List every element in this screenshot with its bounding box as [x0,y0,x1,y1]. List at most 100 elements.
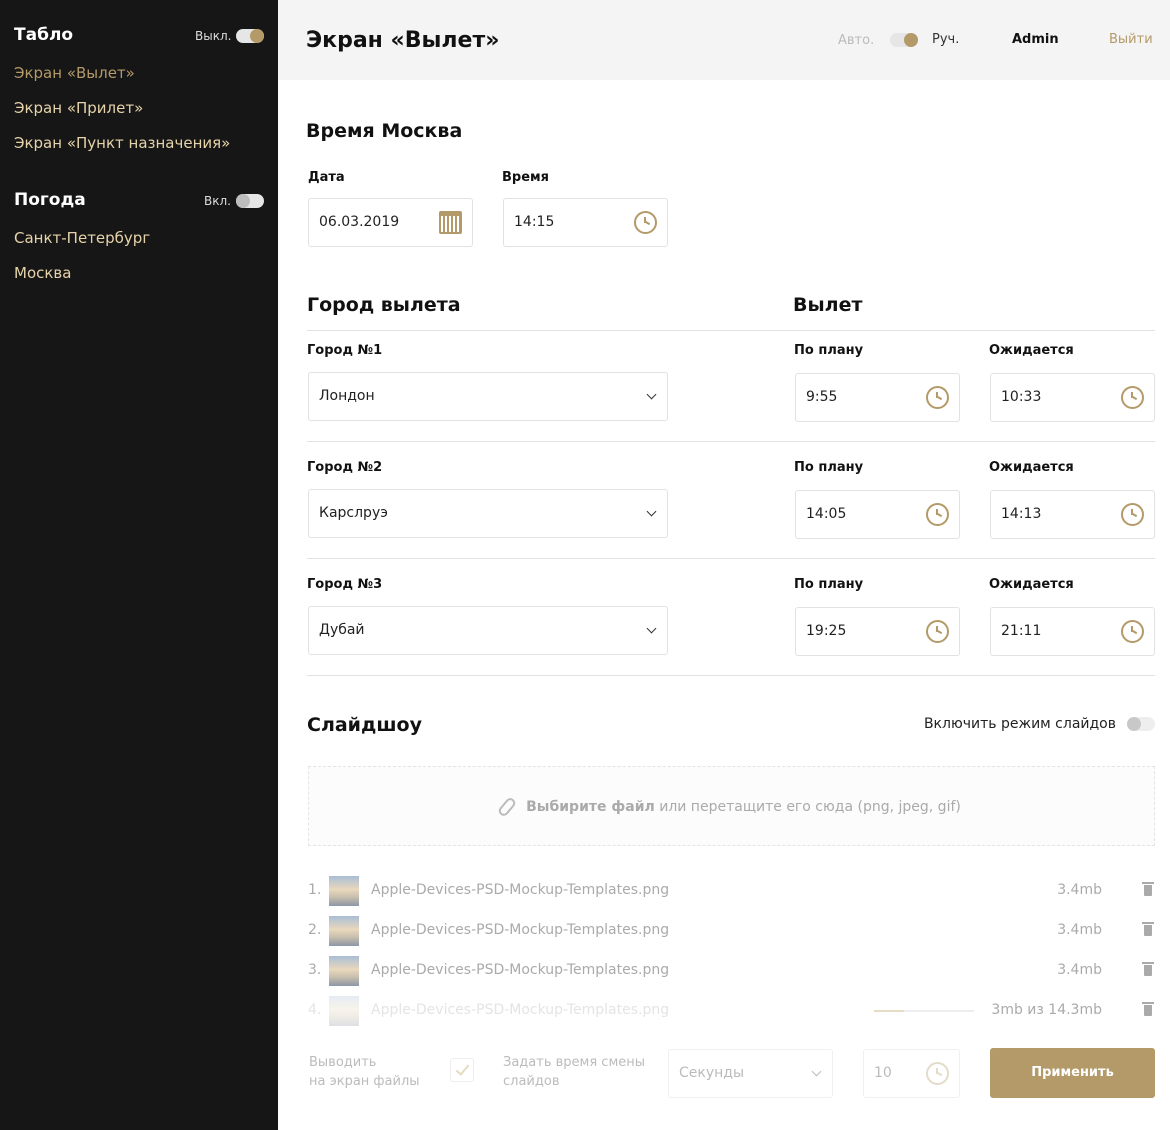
expected-time-value: 21:11 [1001,623,1042,639]
sidebar-item-moscow[interactable]: Москва [14,264,72,282]
upload-progress-bar [874,1010,974,1012]
time-value: 14:15 [514,214,555,230]
interval-label: Задать время смены слайдов [503,1053,645,1091]
choose-file-link[interactable]: Выбирите файл [526,799,655,815]
chevron-down-icon [811,1066,822,1077]
expected-label: Ожидается [989,343,1074,358]
unit-select-value: Секунды [679,1065,745,1081]
planned-time-input[interactable]: 14:05 [795,490,960,539]
trash-icon[interactable] [1142,1002,1154,1016]
paperclip-icon [496,796,518,818]
city-label: Город №1 [307,343,383,358]
city-value: Лондон [319,388,375,404]
file-name: Apple-Devices-PSD-Mockup-Templates.png [371,1002,670,1018]
clock-icon[interactable] [926,503,949,526]
clock-icon[interactable] [634,211,657,234]
file-thumbnail [329,956,359,986]
city-select[interactable]: Дубай [308,606,668,655]
tablo-toggle[interactable] [236,29,264,43]
slideshow-title: Слайдшоу [307,714,422,736]
show-files-checkbox[interactable] [450,1058,474,1082]
expected-time-input[interactable]: 21:11 [990,607,1155,656]
date-input[interactable]: 06.03.2019 [308,198,473,247]
unit-select[interactable]: Секунды [668,1049,833,1098]
city-label: Город №2 [307,460,383,475]
city-value: Карслруэ [319,505,388,521]
expected-time-input[interactable]: 10:33 [990,373,1155,422]
mode-auto-label: Авто. [838,33,875,48]
apply-button[interactable]: Применить [990,1048,1155,1098]
weather-title: Погода [14,190,86,210]
sidebar-item-spb[interactable]: Санкт-Петербург [14,229,151,247]
tablo-title: Табло [14,25,74,45]
city-section-title: Город вылета [307,294,461,316]
sidebar-item-departure[interactable]: Экран «Вылет» [14,64,135,82]
city-select[interactable]: Карслруэ [308,489,668,538]
user-name[interactable]: Admin [1012,32,1059,47]
planned-time-value: 19:25 [806,623,847,639]
city-select[interactable]: Лондон [308,372,668,421]
file-row: 4. Apple-Devices-PSD-Mockup-Templates.pn… [308,996,1156,1026]
file-number: 1. [308,882,322,898]
planned-time-input[interactable]: 19:25 [795,607,960,656]
mode-toggle[interactable] [890,33,918,47]
trash-icon[interactable] [1142,962,1154,976]
trash-icon[interactable] [1142,882,1154,896]
planned-label: По плану [794,577,864,592]
time-input[interactable]: 14:15 [503,198,668,247]
header: Экран «Вылет» Авто. Руч. Admin Выйти [278,0,1170,80]
file-row: 2. Apple-Devices-PSD-Mockup-Templates.pn… [308,916,1156,946]
clock-icon[interactable] [1121,620,1144,643]
sidebar-item-arrival[interactable]: Экран «Прилет» [14,99,144,117]
file-name: Apple-Devices-PSD-Mockup-Templates.png [371,962,670,978]
tablo-toggle-label: Выкл. [195,29,232,43]
divider [307,558,1155,559]
divider [307,675,1155,676]
chevron-down-icon [646,389,657,400]
interval-input[interactable]: 10 [863,1049,960,1098]
planned-time-input[interactable]: 9:55 [795,373,960,422]
interval-label-line2: слайдов [503,1074,560,1089]
file-size: 3.4mb [1057,962,1102,978]
sidebar: Табло Выкл. Экран «Вылет» Экран «Прилет»… [0,0,278,1130]
time-label: Время [502,170,550,185]
chevron-down-icon [646,506,657,517]
clock-icon[interactable] [926,386,949,409]
expected-time-value: 14:13 [1001,506,1042,522]
expected-time-input[interactable]: 14:13 [990,490,1155,539]
slideshow-toggle[interactable] [1127,717,1155,731]
time-section-title: Время Москва [306,120,463,142]
mode-manual-label: Руч. [932,32,960,47]
file-row: 3. Apple-Devices-PSD-Mockup-Templates.pn… [308,956,1156,986]
file-number: 4. [308,1002,322,1018]
clock-icon[interactable] [1121,503,1144,526]
clock-icon[interactable] [1121,386,1144,409]
dropzone-hint: или перетащите его сюда (png, jpeg, gif) [654,799,961,815]
sidebar-item-destination[interactable]: Экран «Пункт назначения» [14,134,231,152]
planned-time-value: 9:55 [806,389,838,405]
date-value: 06.03.2019 [319,214,400,230]
show-files-label: Выводить на экран файлы [309,1053,420,1091]
expected-label: Ожидается [989,460,1074,475]
file-thumbnail [329,876,359,906]
departure-section-title: Вылет [793,294,863,316]
show-files-label-line2: на экран файлы [309,1074,420,1089]
file-thumbnail [329,916,359,946]
file-dropzone[interactable]: Выбирите файл или перетащите его сюда (p… [308,766,1155,846]
weather-toggle-label: Вкл. [204,194,231,208]
planned-label: По плану [794,460,864,475]
trash-icon[interactable] [1142,922,1154,936]
expected-label: Ожидается [989,577,1074,592]
logout-link[interactable]: Выйти [1109,32,1153,47]
interval-value: 10 [874,1065,892,1081]
calendar-icon[interactable] [439,211,462,234]
file-size: 3.4mb [1057,922,1102,938]
planned-time-value: 14:05 [806,506,847,522]
weather-toggle[interactable] [236,194,264,208]
interval-label-line1: Задать время смены [503,1055,646,1070]
divider [307,330,1155,331]
file-thumbnail [329,996,359,1026]
clock-icon [926,1062,949,1085]
city-label: Город №3 [307,577,383,592]
clock-icon[interactable] [926,620,949,643]
